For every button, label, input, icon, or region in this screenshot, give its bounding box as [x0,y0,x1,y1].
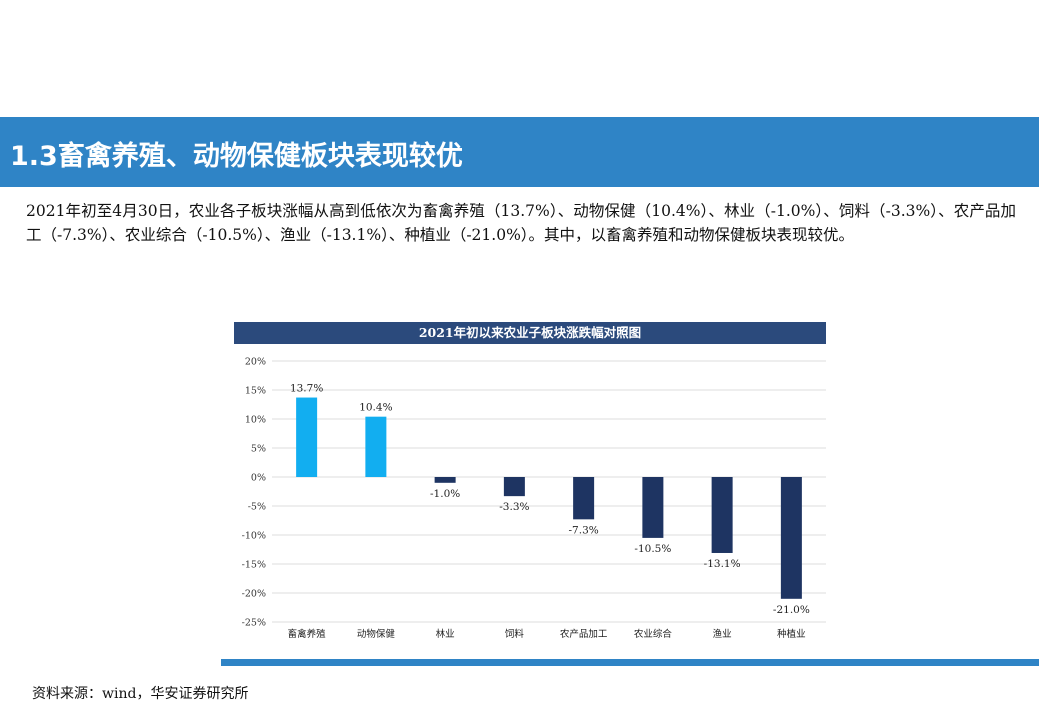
bottom-rule [221,659,1039,666]
data-label: -13.1% [704,558,741,570]
y-tick-label: -5% [248,502,266,513]
bar [573,477,595,520]
x-tick-label: 动物保健 [357,628,396,640]
bar [365,416,387,477]
data-label: -3.3% [499,501,529,513]
y-tick-label: -20% [242,589,266,600]
x-tick-label: 农产品加工 [560,628,608,640]
source-note: 资料来源：wind，华安证券研究所 [32,686,249,702]
data-label: -7.3% [569,524,599,536]
bar [711,477,733,553]
chart-title: 2021年初以来农业子板块涨跌幅对照图 [418,325,642,340]
bar [780,477,802,599]
x-tick-label: 畜禽养殖 [288,628,327,640]
data-label: 10.4% [359,402,392,414]
chart-header-band [234,322,826,344]
bar [434,477,456,483]
y-tick-label: -10% [242,531,266,542]
x-tick-label: 渔业 [713,629,732,640]
y-tick-label: 20% [245,357,266,368]
y-tick-label: 15% [245,386,266,397]
y-tick-label: -15% [242,560,266,571]
y-tick-label: 5% [251,444,266,455]
x-tick-label: 林业 [436,628,455,640]
bar [296,397,318,477]
y-tick-label: 10% [245,415,266,426]
data-label: 13.7% [290,383,323,395]
x-tick-label: 农业综合 [634,628,673,640]
body-paragraph: 2021年初至4月30日，农业各子板块涨幅从高到低依次为畜禽养殖（13.7%）、… [26,202,1016,244]
data-label: -21.0% [773,604,810,616]
y-tick-label: 0% [251,473,266,484]
x-tick-label: 饲料 [505,628,525,640]
x-tick-label: 种植业 [777,628,806,640]
data-label: -10.5% [634,543,671,555]
y-tick-label: -25% [242,618,266,629]
section-title: 1.3畜禽养殖、动物保健板块表现较优 [10,141,463,172]
bar [503,477,525,497]
data-label: -1.0% [430,488,460,500]
section-title-band [0,117,1039,187]
bar [642,477,664,538]
